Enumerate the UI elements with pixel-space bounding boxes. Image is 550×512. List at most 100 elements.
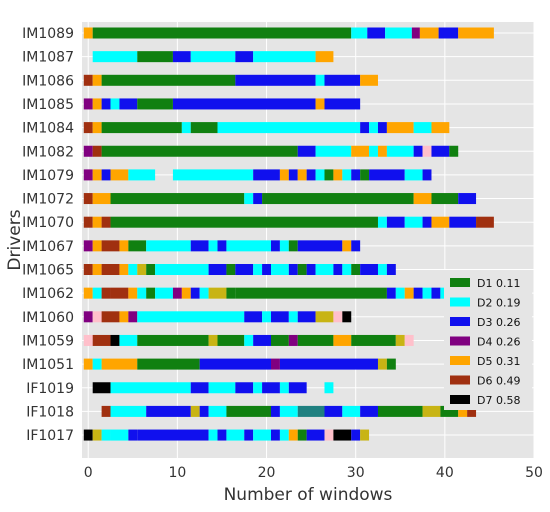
bar-segment — [413, 145, 423, 157]
bar-segment — [431, 216, 450, 228]
bar-segment — [279, 405, 298, 417]
bar-segment — [315, 51, 334, 63]
legend-swatch-D2 — [450, 297, 470, 307]
x-axis-label: Number of windows — [224, 485, 393, 505]
bar-segment — [333, 429, 352, 441]
bar-segment — [306, 169, 316, 181]
bar-segment — [351, 145, 370, 157]
bar-segment — [404, 169, 423, 181]
bar-segment — [146, 240, 191, 252]
driver-row-IM1079 — [83, 169, 432, 181]
y-tick-label: IM1051 — [22, 357, 74, 373]
legend-swatch-D5 — [450, 356, 470, 365]
bar-segment — [226, 264, 236, 275]
bar-segment — [253, 264, 263, 275]
legend-swatch-D7 — [450, 395, 470, 404]
bar-segment — [404, 334, 414, 346]
bar-segment — [137, 429, 209, 441]
bar-segment — [137, 358, 200, 370]
bar-segment — [315, 145, 352, 157]
driver-row-IM1065 — [83, 264, 396, 275]
bar-segment — [324, 382, 334, 394]
y-tick-label: IM1065 — [22, 263, 74, 279]
bar-segment — [351, 429, 361, 441]
driver-row-IM1070 — [83, 216, 494, 228]
bar-segment — [342, 240, 352, 252]
bar-segment — [377, 145, 387, 157]
bar-segment — [83, 429, 93, 441]
bar-segment — [315, 311, 334, 323]
bar-segment — [449, 145, 459, 157]
bar-segment — [128, 240, 147, 252]
bar-segment — [217, 429, 227, 441]
bar-segment — [244, 429, 254, 441]
bar-segment — [404, 287, 414, 299]
x-tick-label: 50 — [525, 465, 543, 481]
bar-segment — [271, 358, 280, 370]
bar-segment — [288, 311, 298, 323]
bar-segment — [83, 193, 93, 205]
bar-segment — [119, 98, 138, 110]
y-tick-label: IM1059 — [22, 333, 74, 349]
bar-segment — [262, 264, 272, 275]
bar-segment — [279, 429, 289, 441]
bar-segment — [422, 405, 441, 417]
bar-segment — [377, 264, 387, 275]
bar-segment — [199, 287, 209, 299]
bar-segment — [458, 405, 468, 417]
bar-segment — [306, 264, 316, 275]
bar-segment — [386, 145, 414, 157]
bar-segment — [101, 240, 120, 252]
bar-segment — [351, 264, 361, 275]
y-tick-label: IM1084 — [22, 121, 74, 137]
bar-segment — [110, 169, 129, 181]
legend-label-D5: D5 0.31 — [477, 355, 520, 368]
bar-segment — [137, 311, 245, 323]
bar-segment — [146, 405, 191, 417]
bar-segment — [235, 74, 316, 86]
driver-row-IM1060 — [83, 311, 352, 323]
bar-segment — [315, 264, 334, 275]
bar-segment — [288, 169, 298, 181]
bar-segment — [413, 122, 432, 134]
legend-label-D6: D6 0.49 — [477, 375, 520, 388]
bar-segment — [190, 240, 209, 252]
bar-segment — [315, 74, 325, 86]
y-tick-label: IF1017 — [26, 428, 74, 444]
y-tick-label: IF1018 — [26, 404, 74, 420]
bar-segment — [476, 216, 494, 228]
driver-row-IM1082 — [83, 145, 459, 157]
bar-segment — [226, 429, 245, 441]
bar-segment — [92, 193, 111, 205]
bar-segment — [386, 264, 396, 275]
bar-segment — [137, 98, 173, 110]
bar-segment — [386, 216, 405, 228]
bar-segment — [431, 193, 459, 205]
bar-segment — [110, 216, 378, 228]
bar-segment — [377, 216, 387, 228]
legend-swatch-D1 — [450, 278, 470, 287]
bar-segment — [386, 287, 396, 299]
bar-segment — [137, 287, 147, 299]
y-tick-label: IM1089 — [22, 26, 74, 42]
bar-segment — [271, 311, 289, 323]
bar-segment — [92, 51, 138, 63]
bar-segment — [271, 405, 280, 417]
bar-segment — [377, 358, 387, 370]
bar-segment — [235, 287, 387, 299]
bar-segment — [395, 334, 405, 346]
bar-segment — [208, 382, 236, 394]
bar-segment — [92, 98, 102, 110]
bar-segment — [146, 287, 156, 299]
bar-segment — [333, 169, 343, 181]
y-tick-label: IM1070 — [22, 215, 74, 231]
bar-segment — [83, 287, 93, 299]
bar-segment — [271, 240, 280, 252]
legend-label-D2: D2 0.19 — [477, 297, 520, 310]
bar-segment — [172, 98, 316, 110]
bar-segment — [83, 311, 93, 323]
bar-segment — [190, 287, 200, 299]
bar-segment — [101, 145, 298, 157]
bar-segment — [92, 27, 352, 39]
bar-segment — [181, 287, 191, 299]
